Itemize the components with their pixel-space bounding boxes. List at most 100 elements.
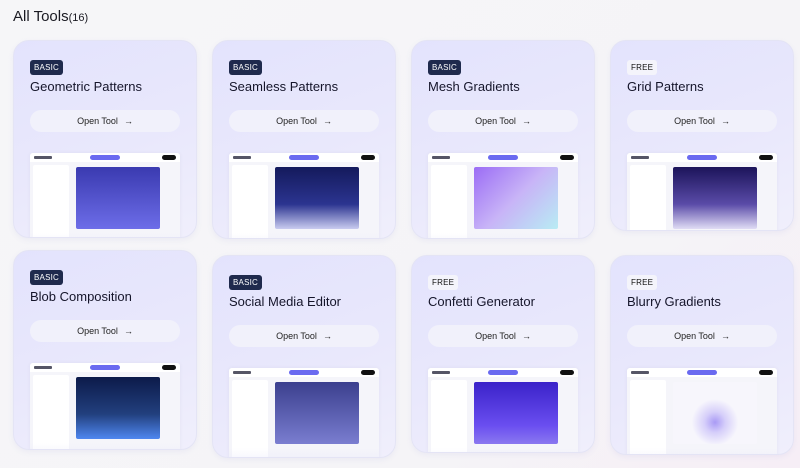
preview-button — [289, 155, 319, 160]
tier-badge: FREE — [627, 275, 658, 290]
open-tool-button[interactable]: Open Tool → — [627, 325, 777, 347]
tool-name: Blurry Gradients — [627, 294, 721, 309]
preview-fade — [30, 233, 180, 237]
preview-sidebar — [33, 165, 69, 237]
preview-canvas — [474, 382, 558, 444]
tool-card[interactable]: FREE Grid Patterns Open Tool → — [610, 40, 794, 231]
tool-name: Blob Composition — [30, 289, 132, 304]
preview-sidebar — [431, 380, 467, 452]
arrow-right-icon: → — [322, 331, 332, 341]
arrow-right-icon: → — [521, 116, 531, 126]
page-title: All Tools(16) — [13, 8, 88, 25]
preview-toolbar — [627, 368, 777, 377]
open-tool-button[interactable]: Open Tool → — [30, 320, 180, 342]
tool-card[interactable]: BASIC Blob Composition Open Tool → — [13, 250, 197, 450]
preview-toolbar — [229, 368, 379, 377]
arrow-right-icon: → — [720, 331, 730, 341]
tool-preview-image — [627, 153, 777, 230]
preview-export — [759, 155, 773, 160]
tier-badge: FREE — [627, 60, 658, 75]
tool-preview-image — [30, 363, 180, 449]
preview-export — [162, 365, 176, 370]
preview-button — [488, 155, 518, 160]
preview-logo — [233, 156, 251, 159]
preview-canvas — [275, 167, 359, 229]
preview-fade — [30, 443, 180, 449]
tier-badge: BASIC — [428, 60, 462, 75]
tool-name: Mesh Gradients — [428, 79, 520, 94]
tool-preview-image — [428, 153, 578, 238]
preview-toolbar — [229, 153, 379, 162]
open-tool-label: Open Tool — [674, 116, 715, 126]
tier-badge: BASIC — [229, 275, 263, 290]
preview-export — [361, 155, 375, 160]
tool-card[interactable]: BASIC Geometric Patterns Open Tool → — [13, 40, 197, 238]
preview-canvas — [673, 382, 757, 444]
preview-logo — [34, 366, 52, 369]
open-tool-button[interactable]: Open Tool → — [428, 325, 578, 347]
preview-export — [162, 155, 176, 160]
open-tool-button[interactable]: Open Tool → — [229, 110, 379, 132]
tier-badge: BASIC — [30, 270, 64, 285]
arrow-right-icon: → — [720, 116, 730, 126]
preview-sidebar — [630, 380, 666, 454]
preview-button — [687, 370, 717, 375]
preview-button — [687, 155, 717, 160]
preview-canvas — [673, 167, 757, 229]
tool-name: Social Media Editor — [229, 294, 341, 309]
tool-preview-image — [229, 368, 379, 457]
preview-export — [361, 370, 375, 375]
preview-logo — [34, 156, 52, 159]
tool-preview-image — [229, 153, 379, 238]
tool-preview-image — [428, 368, 578, 452]
preview-toolbar — [627, 153, 777, 162]
tool-card[interactable]: BASIC Social Media Editor Open Tool → — [212, 255, 396, 458]
tool-card[interactable]: BASIC Seamless Patterns Open Tool → — [212, 40, 396, 239]
preview-logo — [432, 371, 450, 374]
open-tool-label: Open Tool — [674, 331, 715, 341]
preview-fade — [627, 448, 777, 454]
preview-export — [560, 155, 574, 160]
preview-logo — [631, 371, 649, 374]
preview-fade — [229, 233, 379, 238]
open-tool-button[interactable]: Open Tool → — [229, 325, 379, 347]
open-tool-label: Open Tool — [77, 326, 118, 336]
preview-logo — [233, 371, 251, 374]
preview-fade — [229, 448, 379, 457]
preview-fade — [428, 448, 578, 452]
title-text: All Tools — [13, 8, 69, 25]
tool-preview-image — [30, 153, 180, 237]
tier-badge: FREE — [428, 275, 459, 290]
preview-export — [560, 370, 574, 375]
preview-sidebar — [431, 165, 467, 238]
preview-button — [289, 370, 319, 375]
preview-sidebar — [33, 375, 69, 449]
open-tool-label: Open Tool — [276, 331, 317, 341]
open-tool-button[interactable]: Open Tool → — [627, 110, 777, 132]
arrow-right-icon: → — [322, 116, 332, 126]
preview-sidebar — [232, 165, 268, 238]
preview-canvas — [76, 377, 160, 439]
preview-export — [759, 370, 773, 375]
preview-button — [90, 155, 120, 160]
open-tool-button[interactable]: Open Tool → — [30, 110, 180, 132]
preview-logo — [631, 156, 649, 159]
preview-canvas — [76, 167, 160, 229]
open-tool-label: Open Tool — [276, 116, 317, 126]
preview-canvas — [275, 382, 359, 444]
preview-sidebar — [232, 380, 268, 457]
tool-card[interactable]: FREE Confetti Generator Open Tool → — [411, 255, 595, 453]
tool-name: Confetti Generator — [428, 294, 535, 309]
tool-name: Seamless Patterns — [229, 79, 339, 94]
open-tool-label: Open Tool — [475, 116, 516, 126]
preview-button — [488, 370, 518, 375]
preview-toolbar — [30, 153, 180, 162]
preview-button — [90, 365, 120, 370]
open-tool-button[interactable]: Open Tool → — [428, 110, 578, 132]
arrow-right-icon: → — [123, 116, 133, 126]
tier-badge: BASIC — [229, 60, 263, 75]
tool-card[interactable]: FREE Blurry Gradients Open Tool → — [610, 255, 794, 455]
tool-card[interactable]: BASIC Mesh Gradients Open Tool → — [411, 40, 595, 239]
preview-toolbar — [30, 363, 180, 372]
arrow-right-icon: → — [123, 326, 133, 336]
